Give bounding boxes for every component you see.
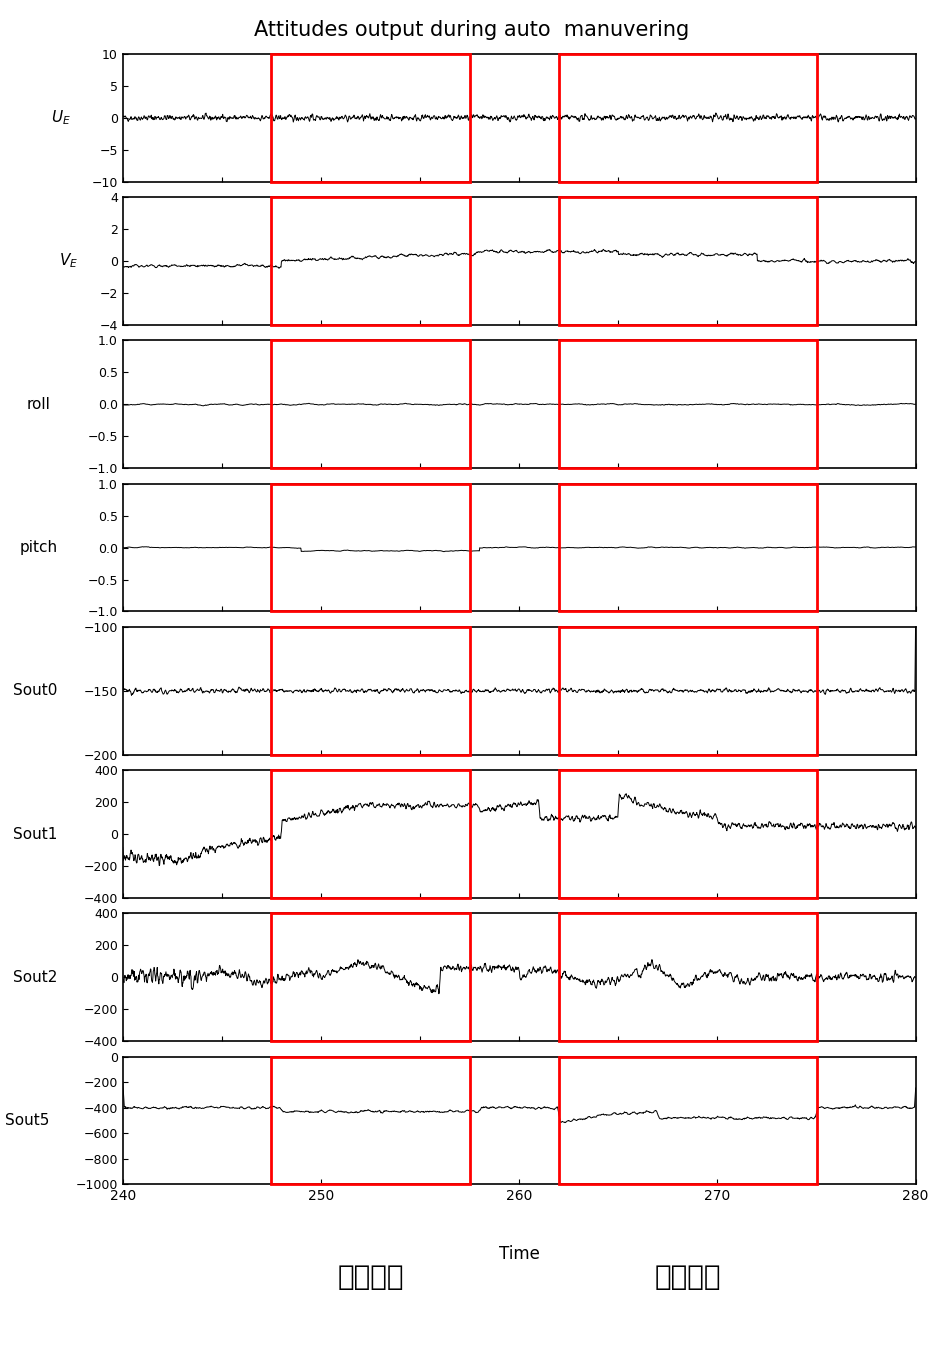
Bar <box>559 1057 817 1184</box>
Y-axis label: Sout0: Sout0 <box>12 684 57 699</box>
Bar <box>559 483 817 611</box>
Bar <box>559 627 817 755</box>
Text: Time: Time <box>498 1245 540 1263</box>
Y-axis label: pitch: pitch <box>20 540 58 555</box>
Y-axis label: Sout5: Sout5 <box>5 1113 49 1128</box>
Bar <box>272 914 470 1042</box>
Bar <box>559 54 817 182</box>
Y-axis label: Sout2: Sout2 <box>12 969 57 985</box>
Bar <box>272 1057 470 1184</box>
Bar <box>559 197 817 324</box>
Bar <box>559 341 817 468</box>
Bar <box>272 341 470 468</box>
Bar <box>559 770 817 898</box>
Y-axis label: $V_E$: $V_E$ <box>59 252 78 271</box>
Bar <box>272 627 470 755</box>
Text: 후진비행: 후진비행 <box>654 1263 721 1291</box>
Bar <box>272 197 470 324</box>
Bar <box>272 54 470 182</box>
Bar <box>559 914 817 1042</box>
Bar <box>272 483 470 611</box>
Y-axis label: $U_E$: $U_E$ <box>51 109 71 127</box>
Text: 전진비행: 전진비행 <box>337 1263 404 1291</box>
Bar <box>272 770 470 898</box>
Y-axis label: roll: roll <box>26 397 51 412</box>
Text: Attitudes output during auto  manuvering: Attitudes output during auto manuvering <box>254 20 690 40</box>
Y-axis label: Sout1: Sout1 <box>12 826 57 841</box>
